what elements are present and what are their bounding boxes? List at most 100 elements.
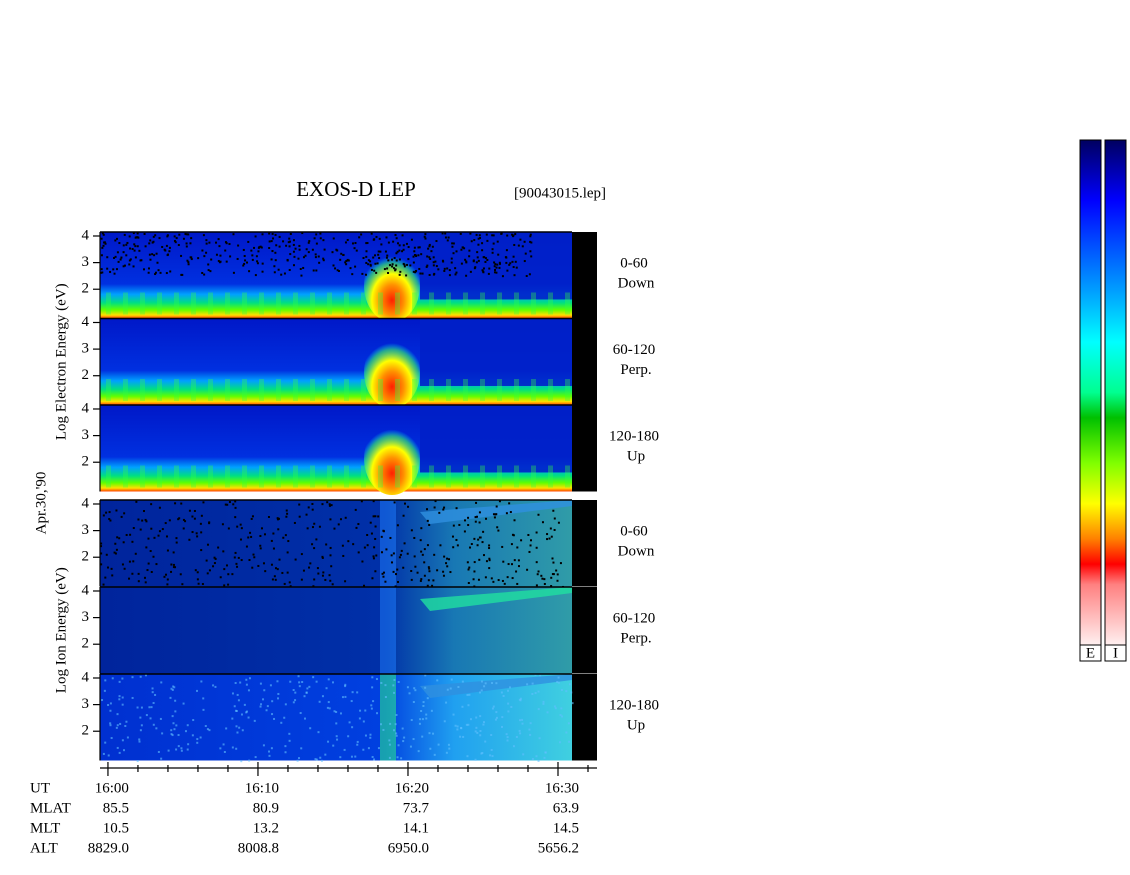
noise: [177, 745, 180, 748]
spectrum-stripe: [327, 292, 332, 315]
spectrum-stripe: [276, 292, 281, 315]
noise: [553, 528, 556, 531]
noise: [227, 573, 230, 576]
noise: [319, 237, 322, 240]
noise: [428, 570, 431, 573]
noise: [161, 732, 164, 735]
spectrum-spike: [380, 587, 396, 674]
noise: [206, 543, 209, 546]
noise: [292, 250, 295, 253]
noise: [539, 674, 542, 677]
noise: [481, 242, 484, 245]
noise: [469, 718, 472, 721]
noise: [132, 527, 135, 530]
noise: [425, 717, 428, 720]
noise: [196, 535, 199, 538]
spectrum-stripe: [225, 465, 230, 488]
orbit-value: 14.5: [553, 820, 579, 836]
noise: [508, 263, 511, 266]
noise: [394, 233, 397, 236]
noise: [116, 536, 119, 539]
noise: [187, 743, 190, 746]
noise: [413, 555, 416, 558]
spectrum-stripe: [208, 465, 213, 488]
noise: [347, 259, 350, 262]
noise: [300, 747, 303, 750]
noise: [171, 688, 174, 691]
noise: [328, 574, 331, 577]
noise: [175, 724, 178, 727]
noise: [109, 702, 112, 705]
noise: [343, 748, 346, 751]
noise: [201, 271, 204, 274]
noise: [253, 246, 256, 249]
noise: [417, 246, 420, 249]
noise: [237, 699, 240, 702]
noise: [559, 713, 562, 716]
noise: [556, 573, 559, 576]
noise: [493, 265, 496, 268]
noise: [403, 265, 406, 268]
noise: [339, 756, 342, 759]
noise: [131, 676, 134, 679]
noise: [423, 235, 426, 238]
noise: [370, 707, 373, 710]
noise: [185, 242, 188, 245]
noise: [354, 508, 357, 511]
noise: [467, 524, 470, 527]
noise: [392, 570, 395, 573]
noise: [377, 515, 380, 518]
noise: [101, 246, 104, 249]
noise: [386, 254, 389, 257]
noise: [284, 745, 287, 748]
noise: [234, 551, 237, 554]
noise: [274, 233, 277, 236]
noise: [166, 578, 169, 581]
noise: [224, 503, 227, 506]
noise: [168, 250, 171, 253]
noise: [223, 568, 226, 571]
noise: [457, 686, 460, 689]
noise: [242, 248, 245, 251]
noise: [189, 242, 192, 245]
noise: [118, 751, 121, 754]
noise: [341, 696, 344, 699]
spectrum-stripe: [412, 379, 417, 401]
noise: [223, 750, 226, 753]
noise: [476, 251, 479, 254]
spectrum-stripe: [361, 379, 366, 401]
noise: [200, 680, 203, 683]
noise: [192, 719, 195, 722]
noise: [369, 521, 372, 524]
noise: [292, 239, 295, 242]
noise: [520, 539, 523, 542]
noise: [240, 527, 243, 530]
noise: [354, 755, 357, 758]
noise: [498, 500, 501, 503]
noise: [428, 245, 431, 248]
orbit-value: 8829.0: [88, 840, 129, 856]
noise: [449, 571, 452, 574]
noise: [537, 759, 540, 762]
noise: [571, 702, 574, 705]
noise: [450, 261, 453, 264]
noise: [285, 509, 288, 512]
noise: [513, 559, 516, 562]
noise: [351, 242, 354, 245]
noise: [475, 261, 478, 264]
noise: [417, 750, 420, 753]
noise: [235, 562, 238, 565]
noise: [354, 265, 357, 268]
noise: [118, 537, 121, 540]
noise: [468, 566, 471, 569]
noise: [478, 521, 481, 524]
noise: [382, 575, 385, 578]
noise: [329, 518, 332, 521]
noise: [207, 263, 210, 266]
noise: [413, 250, 416, 253]
noise: [396, 524, 399, 527]
noise: [243, 254, 246, 257]
noise: [456, 725, 459, 728]
y-axis-label: Log Ion Energy (eV): [53, 567, 69, 693]
spectrum-stripe: [463, 292, 468, 315]
